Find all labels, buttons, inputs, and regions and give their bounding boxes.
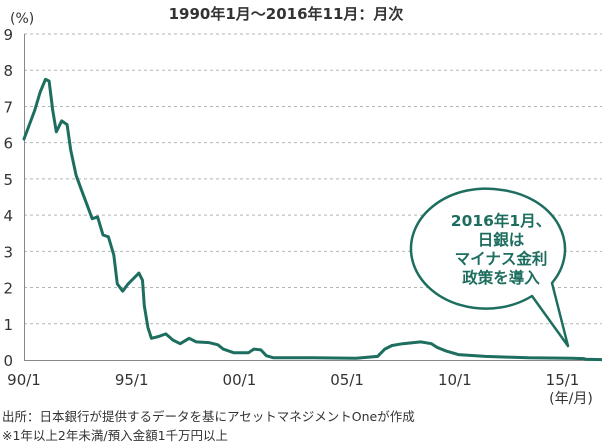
y-tick-label: 7	[3, 98, 13, 116]
y-tick-label: 1	[3, 316, 13, 334]
source-note: 出所：日本銀行が提供するデータを基にアセットマネジメントOneが作成	[2, 409, 415, 424]
callout-line: 2016年1月、	[451, 211, 551, 230]
x-tick-label: 05/1	[330, 371, 364, 389]
y-tick-label: 5	[3, 171, 13, 189]
y-tick-labels: 0 1 2 3 4 5 6 7 8 9	[3, 26, 13, 370]
footnote: ※1年以上2年未満/預入金額1千万円以上	[2, 428, 229, 443]
callout-line: 日銀は	[478, 230, 525, 249]
x-tick-label: 95/1	[115, 371, 149, 389]
x-tick-labels: 90/1 95/1 00/1 05/1 10/1 15/1	[7, 371, 579, 389]
annotation-callout: 2016年1月、日銀はマイナス金利政策を導入	[409, 187, 570, 348]
x-tick-label: 00/1	[223, 371, 257, 389]
series-line	[22, 77, 602, 362]
chart-title: 1990年1月〜2016年11月：月次	[169, 5, 404, 23]
x-unit-label: (年/月)	[549, 391, 593, 407]
y-tick-label: 2	[3, 280, 13, 298]
callout-text: 2016年1月、日銀はマイナス金利政策を導入	[451, 211, 551, 287]
y-unit-label: (%)	[10, 11, 34, 27]
callout-line: マイナス金利	[455, 249, 548, 268]
y-tick-label: 6	[3, 135, 13, 153]
x-tick-label: 15/1	[546, 371, 580, 389]
y-tick-label: 9	[3, 26, 13, 44]
y-tick-label: 3	[3, 243, 13, 261]
series-group	[22, 77, 602, 362]
y-tick-label: 8	[3, 62, 13, 80]
x-tick-label: 10/1	[438, 371, 472, 389]
y-tick-label: 0	[3, 352, 13, 370]
y-tick-label: 4	[3, 207, 13, 225]
callout-bubble	[409, 187, 570, 348]
x-tick-label: 90/1	[7, 371, 41, 389]
callout-line: 政策を導入	[462, 268, 540, 287]
